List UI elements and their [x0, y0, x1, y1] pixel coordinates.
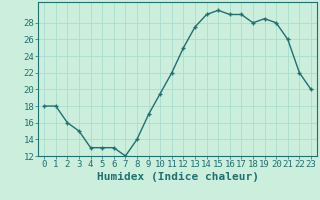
X-axis label: Humidex (Indice chaleur): Humidex (Indice chaleur): [97, 172, 259, 182]
